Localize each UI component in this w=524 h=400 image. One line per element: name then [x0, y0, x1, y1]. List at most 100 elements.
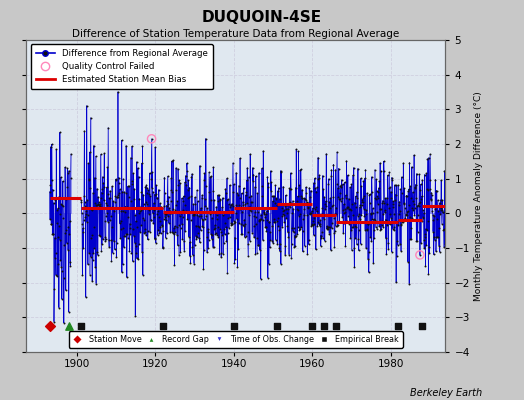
Point — [324, 176, 333, 182]
Point — [213, 224, 222, 230]
Point — [297, 193, 305, 199]
Point — [154, 232, 162, 238]
Point — [260, 214, 269, 220]
Point — [191, 194, 199, 200]
Point — [314, 219, 323, 225]
Point — [418, 177, 427, 183]
Point — [144, 228, 152, 234]
Point — [420, 172, 429, 178]
Point — [103, 184, 111, 190]
Point — [357, 212, 365, 218]
Point — [147, 136, 156, 142]
Point — [355, 211, 364, 218]
Point — [373, 209, 381, 215]
Point — [53, 272, 61, 279]
Point — [379, 158, 388, 164]
Point — [146, 170, 154, 176]
Point — [111, 192, 119, 199]
Point — [205, 189, 214, 195]
Point — [97, 195, 105, 202]
Point — [250, 209, 259, 215]
Point — [325, 224, 333, 230]
Point — [257, 193, 266, 200]
Point — [130, 196, 138, 202]
Point — [324, 181, 332, 188]
Point — [139, 201, 148, 208]
Point — [279, 211, 287, 218]
Point — [242, 232, 250, 239]
Point — [206, 208, 214, 215]
Point — [249, 222, 258, 229]
Point — [369, 216, 378, 222]
Point — [254, 242, 262, 248]
Point — [141, 199, 150, 205]
Point — [155, 186, 163, 193]
Point — [222, 238, 231, 244]
Point — [333, 149, 341, 155]
Point — [86, 253, 95, 260]
Point — [63, 165, 72, 172]
Point — [228, 160, 237, 166]
Point — [384, 240, 392, 246]
Point — [248, 164, 257, 171]
Point — [205, 210, 214, 217]
Point — [305, 236, 313, 243]
Point — [176, 180, 184, 186]
Point — [293, 206, 301, 212]
Point — [350, 245, 358, 252]
Point — [145, 206, 154, 213]
Point — [431, 176, 440, 183]
Point — [345, 206, 353, 212]
Point — [276, 241, 285, 248]
Point — [391, 219, 400, 226]
Point — [113, 194, 122, 200]
Point — [107, 258, 116, 264]
Point — [260, 211, 268, 217]
Point — [334, 194, 343, 200]
Point — [54, 304, 63, 311]
Point — [78, 220, 86, 227]
Point — [425, 250, 433, 256]
Point — [380, 168, 388, 175]
Point — [321, 198, 330, 204]
Point — [238, 222, 247, 228]
Point — [361, 166, 369, 173]
Point — [147, 136, 156, 142]
Point — [286, 186, 294, 193]
Point — [351, 200, 359, 206]
Point — [339, 206, 347, 213]
Point — [235, 220, 244, 227]
Point — [323, 223, 331, 230]
Point — [232, 210, 240, 216]
Point — [199, 224, 207, 230]
Point — [130, 186, 138, 192]
Point — [160, 174, 169, 181]
Point — [332, 323, 340, 329]
Point — [201, 202, 210, 209]
Point — [177, 210, 185, 216]
Point — [61, 287, 70, 294]
Point — [285, 252, 293, 258]
Point — [439, 227, 447, 234]
Point — [192, 223, 200, 229]
Point — [357, 183, 366, 190]
Point — [183, 168, 191, 174]
Point — [417, 181, 425, 188]
Point — [256, 276, 265, 282]
Point — [411, 183, 420, 190]
Point — [46, 323, 54, 329]
Point — [304, 241, 313, 248]
Point — [353, 212, 362, 219]
Point — [215, 251, 224, 257]
Point — [375, 178, 384, 184]
Point — [233, 216, 241, 222]
Point — [88, 207, 96, 214]
Point — [399, 201, 408, 207]
Point — [99, 174, 107, 180]
Point — [417, 240, 425, 246]
Point — [386, 214, 395, 221]
Point — [91, 200, 100, 206]
Point — [434, 234, 442, 240]
Point — [315, 223, 324, 229]
Point — [275, 185, 283, 191]
